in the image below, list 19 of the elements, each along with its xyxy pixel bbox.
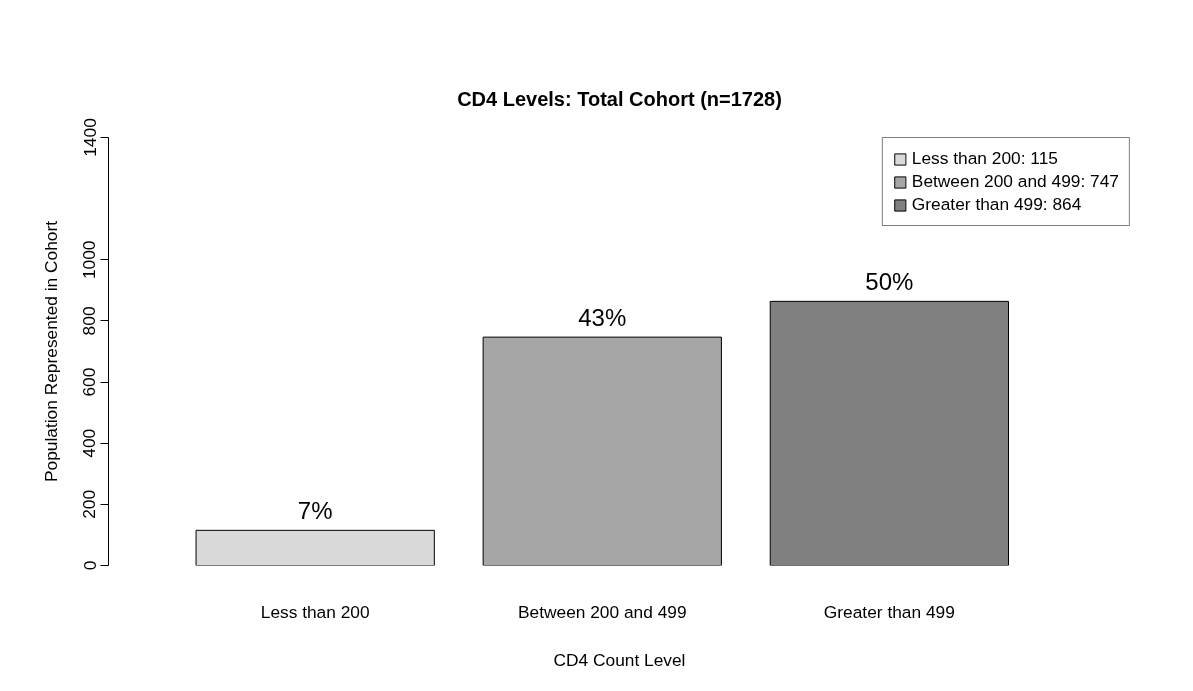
x-tick-label: Less than 200 xyxy=(260,601,370,622)
y-tick-label: 400 xyxy=(79,428,100,458)
legend-label: Between 200 and 499: 747 xyxy=(911,171,1119,192)
x-tick-label: Between 200 and 499 xyxy=(517,601,687,622)
y-tick-label: 1400 xyxy=(79,118,100,157)
y-axis-title: Population Represented in Cohort xyxy=(40,220,61,483)
x-tick-label: Greater than 499 xyxy=(823,601,955,622)
annotation: 50% xyxy=(865,268,914,296)
x-axis-title: CD4 Count Level xyxy=(553,649,686,670)
y-tick-label: 0 xyxy=(79,560,100,571)
chart-title: CD4 Levels: Total Cohort (n=1728) xyxy=(457,88,782,110)
annotation: 43% xyxy=(578,304,627,332)
y-tick-label: 1000 xyxy=(79,240,100,280)
annotation: 7% xyxy=(297,497,333,525)
y-tick-label: 600 xyxy=(79,367,100,397)
legend-label: Less than 200: 115 xyxy=(911,148,1058,169)
legend-label: Greater than 499: 864 xyxy=(911,194,1082,215)
y-tick-label: 800 xyxy=(79,306,100,336)
y-tick-label: 200 xyxy=(79,489,100,519)
